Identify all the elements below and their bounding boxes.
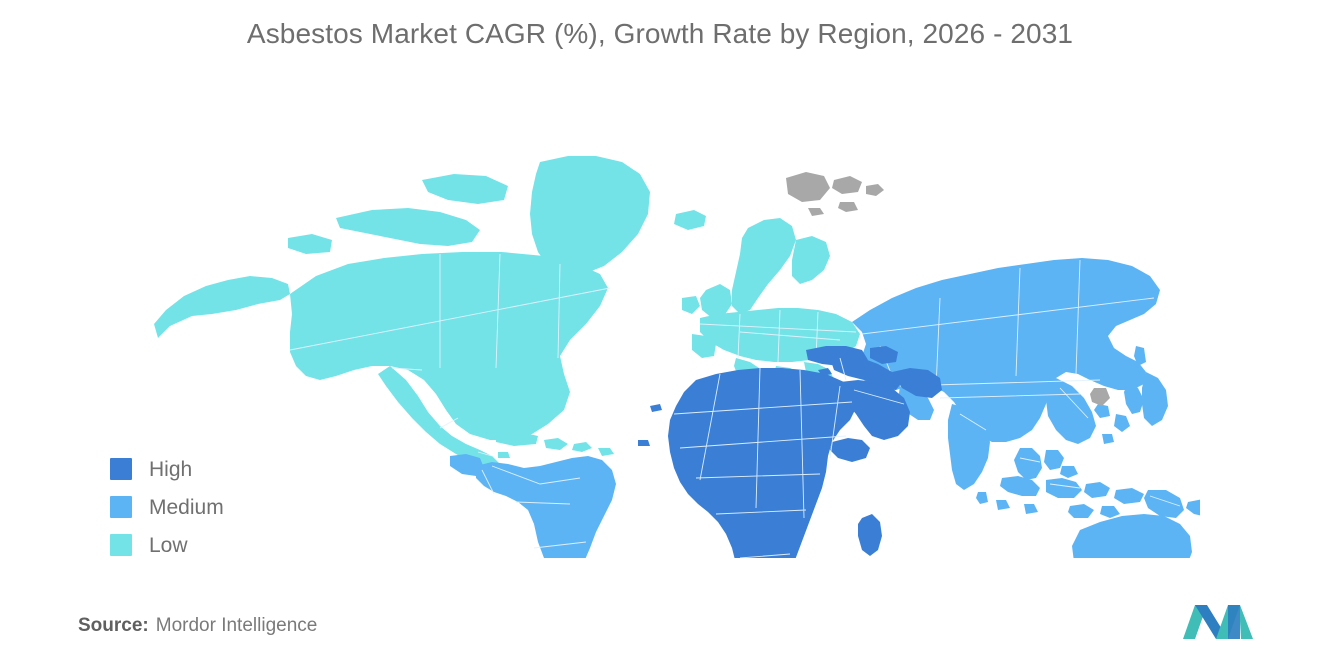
world-map-svg: .low { fill: #73e3e8; } .med { fill: #5c… [154,156,1200,558]
chart-title: Asbestos Market CAGR (%), Growth Rate by… [246,18,1074,49]
logo-svg [1183,605,1253,639]
legend-item-low: Low [110,526,310,564]
legend-label-high: High [149,457,193,481]
world-choropleth-map: .low { fill: #73e3e8; } .med { fill: #5c… [140,118,1200,558]
region-southeast-asia [996,448,1184,518]
map-legend: High Medium Low [110,450,310,564]
source-label: Source: [78,615,149,636]
legend-swatch-low [110,534,132,556]
mordor-intelligence-logo-icon [1183,601,1253,639]
legend-swatch-medium [110,496,132,518]
legend-label-medium: Medium [149,495,224,519]
legend-swatch-high [110,458,132,480]
region-russia-asia [852,258,1168,504]
source-line: Source: Mordor Intelligence [78,615,317,637]
region-oceania [1072,499,1200,558]
legend-label-low: Low [149,533,188,557]
legend-item-medium: Medium [110,488,310,526]
source-value: Mordor Intelligence [155,615,318,636]
region-north-america [154,156,706,472]
region-south-america [450,454,616,558]
legend-item-high: High [110,450,310,488]
region-africa-middle-east [638,346,942,558]
